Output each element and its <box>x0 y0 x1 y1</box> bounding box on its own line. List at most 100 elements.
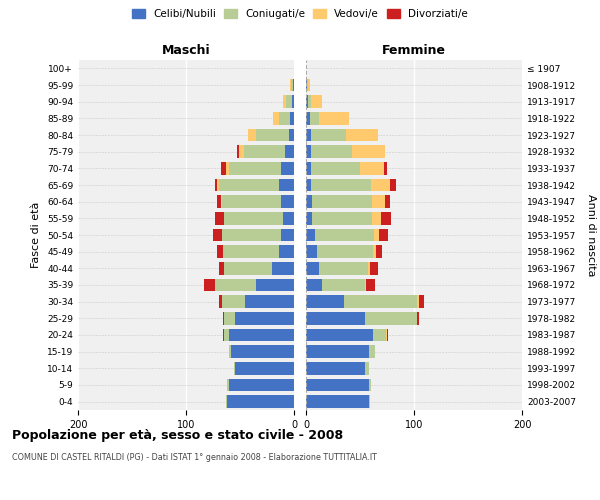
Bar <box>286 96 292 108</box>
Bar <box>306 379 368 391</box>
Bar <box>368 262 370 274</box>
Bar <box>376 246 382 258</box>
Bar <box>227 396 294 408</box>
Bar <box>227 379 229 391</box>
Bar <box>319 112 349 124</box>
Bar <box>217 246 223 258</box>
Bar <box>372 212 380 224</box>
Bar <box>220 179 279 192</box>
Bar <box>367 279 375 291</box>
Bar <box>386 329 387 341</box>
Bar <box>306 362 365 374</box>
Bar <box>306 296 344 308</box>
Bar <box>292 96 294 108</box>
Y-axis label: Fasce di età: Fasce di età <box>31 202 41 268</box>
Bar <box>229 329 294 341</box>
Bar <box>306 96 308 108</box>
Bar <box>365 312 417 324</box>
Bar <box>311 162 360 174</box>
Bar <box>223 329 224 341</box>
Bar <box>221 162 226 174</box>
Bar <box>224 212 283 224</box>
Bar <box>311 96 322 108</box>
Bar <box>306 262 319 274</box>
Bar <box>220 262 224 274</box>
Bar <box>223 246 279 258</box>
Bar <box>306 179 311 192</box>
Bar <box>224 262 272 274</box>
Bar <box>279 246 294 258</box>
Bar <box>308 96 311 108</box>
Bar <box>308 79 310 92</box>
Bar <box>226 162 229 174</box>
Bar <box>306 246 317 258</box>
Bar <box>233 362 235 374</box>
Bar <box>374 229 379 241</box>
Bar <box>235 362 294 374</box>
Bar <box>232 346 294 358</box>
Bar <box>221 296 245 308</box>
Bar <box>289 129 294 141</box>
Bar <box>352 146 385 158</box>
Bar <box>380 212 391 224</box>
Bar <box>313 212 372 224</box>
Bar <box>274 112 279 124</box>
Bar <box>220 296 221 308</box>
Bar <box>217 179 220 192</box>
Bar <box>221 196 281 208</box>
Bar <box>306 279 322 291</box>
Bar <box>235 312 294 324</box>
Bar <box>229 346 232 358</box>
Bar <box>310 112 319 124</box>
Bar <box>322 279 365 291</box>
Bar <box>368 346 375 358</box>
Bar <box>306 312 365 324</box>
Bar <box>306 229 314 241</box>
Bar <box>215 179 217 192</box>
Bar <box>365 279 367 291</box>
Bar <box>293 79 294 92</box>
Bar <box>372 196 385 208</box>
Bar <box>419 296 424 308</box>
Bar <box>283 96 286 108</box>
Bar <box>306 346 368 358</box>
Bar <box>281 229 294 241</box>
Bar <box>256 279 294 291</box>
Bar <box>215 279 256 291</box>
Bar <box>384 162 387 174</box>
Bar <box>314 229 374 241</box>
Bar <box>307 79 308 92</box>
Bar <box>283 212 294 224</box>
Bar <box>290 112 294 124</box>
Bar <box>306 129 311 141</box>
Bar <box>237 146 239 158</box>
Bar <box>306 146 311 158</box>
Bar <box>306 329 373 341</box>
Bar <box>205 279 215 291</box>
Text: Popolazione per età, sesso e stato civile - 2008: Popolazione per età, sesso e stato civil… <box>12 430 343 442</box>
Bar <box>281 162 294 174</box>
Bar <box>371 179 390 192</box>
Bar <box>311 179 371 192</box>
Bar <box>221 229 281 241</box>
Bar <box>272 262 294 274</box>
Bar <box>229 162 281 174</box>
Bar <box>306 196 313 208</box>
Bar <box>313 196 372 208</box>
Bar <box>360 162 384 174</box>
Bar <box>224 312 235 324</box>
Bar <box>373 329 386 341</box>
Bar <box>286 146 294 158</box>
Bar <box>239 146 244 158</box>
Bar <box>368 379 371 391</box>
Bar <box>365 362 368 374</box>
Bar <box>291 79 293 92</box>
Bar <box>344 296 417 308</box>
Bar <box>306 212 313 224</box>
Bar <box>417 312 419 324</box>
Bar <box>245 296 294 308</box>
Bar <box>224 329 229 341</box>
Bar <box>215 212 224 224</box>
Bar <box>306 396 368 408</box>
Bar <box>385 196 390 208</box>
